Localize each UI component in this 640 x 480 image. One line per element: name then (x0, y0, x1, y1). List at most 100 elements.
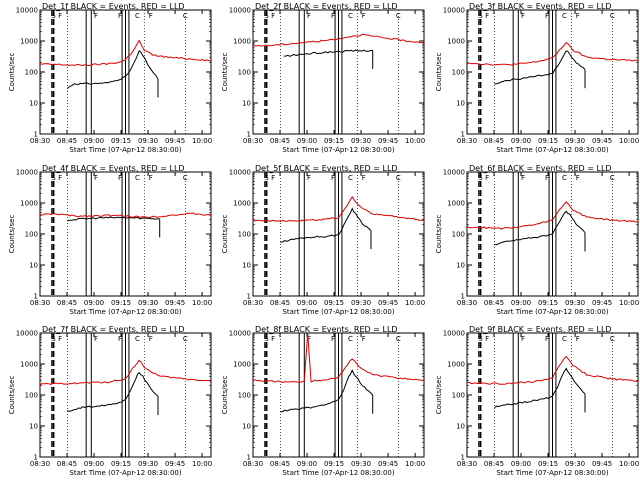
events-series-line (280, 369, 374, 413)
x-tick-label: 09:15 (324, 137, 344, 145)
x-tick-label: 09:00 (511, 299, 531, 307)
x-tick-label: 08:30 (457, 460, 477, 468)
x-tick-label: 09:15 (324, 460, 344, 468)
x-tick-label: 08:30 (30, 137, 50, 145)
x-tick-label: 09:00 (511, 460, 531, 468)
x-axis-label: Start Time (07-Apr-12 08:30:00) (69, 146, 181, 154)
x-tick-label: 09:15 (111, 299, 131, 307)
flag-label: F (149, 335, 153, 343)
y-tick-label: 10000 (16, 7, 38, 15)
x-tick-label: 08:45 (484, 137, 504, 145)
x-tick-label: 09:00 (511, 137, 531, 145)
flag-label: C (135, 335, 140, 343)
y-tick-label: 100 (452, 231, 465, 239)
x-tick-label: 09:30 (565, 460, 585, 468)
x-axis-label: Start Time (07-Apr-12 08:30:00) (496, 308, 608, 316)
x-tick-label: 09:30 (565, 137, 585, 145)
x-tick-label: 08:45 (484, 299, 504, 307)
flag-label: C (610, 12, 615, 20)
events-series-line (283, 49, 373, 57)
flag-label: S (264, 335, 269, 343)
flag-label: C (348, 12, 353, 20)
x-tick-label: 08:30 (243, 460, 263, 468)
lld-series-line (466, 355, 639, 385)
x-tick-label: 10:00 (405, 137, 425, 145)
y-tick-label: 1 (461, 454, 465, 462)
x-tick-label: 09:45 (592, 137, 612, 145)
y-tick-label: 10 (242, 423, 251, 431)
flag-label: C (183, 12, 188, 20)
flag-label: F (94, 174, 98, 182)
y-tick-label: 100 (25, 69, 38, 77)
y-tick-label: 1 (247, 454, 251, 462)
panel-title: Det_8f BLACK = Events, RED = LLD (255, 325, 398, 334)
x-axis-label: Start Time (07-Apr-12 08:30:00) (282, 308, 394, 316)
x-tick-label: 10:00 (619, 137, 639, 145)
x-tick-label: 10:00 (619, 299, 639, 307)
flag-label: S (51, 174, 56, 182)
flag-label: F (576, 12, 580, 20)
flag-label: C (135, 12, 140, 20)
y-tick-label: 1000 (233, 361, 251, 369)
y-tick-label: 10000 (229, 7, 251, 15)
flag-label: F (545, 335, 549, 343)
flag-label: F (485, 335, 489, 343)
x-tick-label: 08:30 (30, 460, 50, 468)
flag-label: S (478, 335, 483, 343)
panel-title: Det_6f BLACK = Events, RED = LLD (469, 164, 612, 173)
flag-label: F (58, 12, 62, 20)
lld-series-line (39, 212, 212, 219)
flag-label: C (396, 12, 401, 20)
y-tick-label: 10 (456, 262, 465, 270)
y-tick-label: 1000 (233, 200, 251, 208)
flag-label: S (264, 12, 269, 20)
flag-label: F (576, 335, 580, 343)
panel-title: Det_7f BLACK = Events, RED = LLD (42, 325, 185, 334)
y-axis-label: Counts/sec (221, 215, 229, 254)
x-tick-label: 09:30 (351, 299, 371, 307)
flag-label: F (149, 12, 153, 20)
flag-label: C (562, 174, 567, 182)
y-tick-label: 100 (238, 231, 251, 239)
x-axis-label: Start Time (07-Apr-12 08:30:00) (496, 469, 608, 477)
y-tick-label: 1000 (233, 38, 251, 46)
x-tick-label: 09:45 (378, 137, 398, 145)
flag-label: C (183, 174, 188, 182)
flag-label: C (348, 335, 353, 343)
x-tick-label: 09:15 (538, 460, 558, 468)
y-axis-label: Counts/sec (8, 215, 16, 254)
x-tick-label: 09:15 (538, 299, 558, 307)
flag-label: F (331, 174, 335, 182)
flag-label: S (51, 335, 56, 343)
x-tick-label: 09:00 (84, 299, 104, 307)
lld-series-line (466, 201, 639, 230)
x-tick-label: 10:00 (405, 299, 425, 307)
y-tick-label: 100 (25, 231, 38, 239)
y-tick-label: 10000 (443, 330, 465, 338)
y-tick-label: 1 (461, 131, 465, 139)
y-tick-label: 10 (29, 423, 38, 431)
lld-series-line (252, 332, 425, 384)
flag-label: S (478, 174, 483, 182)
events-series-line (67, 371, 159, 412)
y-tick-label: 1000 (447, 38, 465, 46)
flag-label: C (135, 174, 140, 182)
lld-series-line (466, 41, 639, 66)
flag-label: F (58, 174, 62, 182)
flag-label: F (576, 174, 580, 182)
events-series-line (494, 210, 586, 246)
lld-series-line (252, 195, 425, 222)
x-tick-label: 08:30 (457, 137, 477, 145)
x-tick-label: 09:30 (138, 137, 158, 145)
flag-label: F (521, 335, 525, 343)
panel-title: Det_4f BLACK = Events, RED = LLD (42, 164, 185, 173)
x-tick-label: 08:45 (270, 460, 290, 468)
flag-label: S (478, 12, 483, 20)
flag-label: C (610, 335, 615, 343)
flag-label: F (307, 12, 311, 20)
panel-title: Det_9f BLACK = Events, RED = LLD (469, 325, 612, 334)
flag-label: F (331, 12, 335, 20)
